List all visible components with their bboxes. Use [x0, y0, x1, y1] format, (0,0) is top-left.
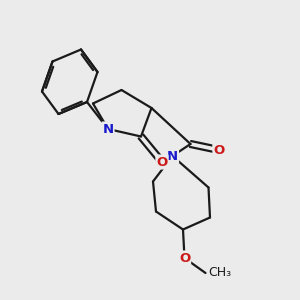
Text: O: O [156, 155, 168, 169]
Text: N: N [167, 149, 178, 163]
Text: methoxy: methoxy [0, 299, 1, 300]
Text: CH₃: CH₃ [208, 266, 232, 280]
Text: N: N [102, 122, 114, 136]
Text: O: O [213, 143, 225, 157]
Text: O: O [179, 251, 190, 265]
